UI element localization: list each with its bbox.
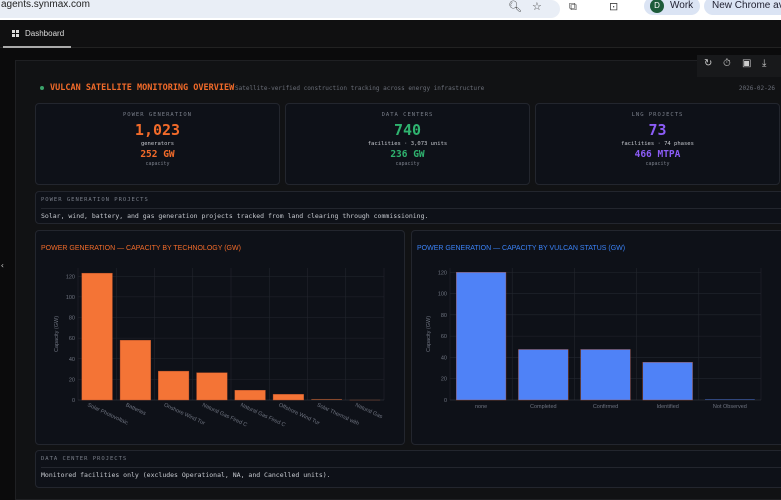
card-sub: facilities · 3,073 units <box>367 141 448 147</box>
section-power-generation: POWER GENERATION PROJECTS Solar, wind, b… <box>35 191 781 224</box>
profile-label: Work <box>670 0 694 11</box>
browser-toolbar: agents.synmax.com 🔍︎ ☆ ⧉ ⊡ D Work New Chr… <box>0 0 781 20</box>
section-description: Solar, wind, battery, and gas generation… <box>41 212 429 220</box>
chart-svg: 0 20 40 60 80 100 120 Capacity (GW) Solar Photov… <box>54 268 385 428</box>
profile-button[interactable]: D Work <box>644 0 700 15</box>
card-label: POWER GENERATION <box>123 112 192 118</box>
image-icon[interactable]: ▣ <box>742 58 752 69</box>
card-value: 1,023 <box>134 121 181 139</box>
section-data-centers: DATA CENTER PROJECTS Monitored facilitie… <box>35 450 781 488</box>
avatar: D <box>650 0 664 13</box>
lens-icon[interactable]: ⊡ <box>609 0 619 13</box>
card-capacity: 466 MTPA <box>634 149 681 160</box>
chart-title: POWER GENERATION — CAPACITY BY VULCAN ST… <box>417 245 626 252</box>
status-dot <box>40 86 44 90</box>
bar <box>311 398 342 400</box>
chart-capacity-by-technology: POWER GENERATION — CAPACITY BY TECHNOLOG… <box>35 230 405 445</box>
y-tick-label: 0 <box>444 398 447 404</box>
card-capacity-label: capacity <box>395 161 420 167</box>
x-tick-label: Batteries <box>125 402 147 417</box>
card-lng-projects: LNG PROJECTS 73 facilities · 74 phases 4… <box>535 103 780 185</box>
tab-label: Dashboard <box>25 29 65 38</box>
section-description: Monitored facilities only (excludes Oper… <box>41 471 331 479</box>
y-tick-label: 40 <box>69 357 75 363</box>
collapse-handle-icon[interactable]: ‹ <box>0 261 5 270</box>
y-tick-label: 40 <box>441 355 447 361</box>
star-icon[interactable]: ☆ <box>532 0 542 13</box>
x-tick-label: Natural Gas <box>354 402 383 420</box>
x-tick-label: Not Observed <box>713 404 747 410</box>
y-tick-label: 100 <box>438 292 447 298</box>
y-tick-label: 100 <box>66 295 75 301</box>
card-capacity: 252 GW <box>140 149 175 160</box>
y-tick-label: 20 <box>69 377 75 383</box>
bar <box>234 390 266 401</box>
card-sub: generators <box>140 141 175 147</box>
y-axis-label: Capacity (GW) <box>54 316 60 352</box>
bar <box>580 349 631 401</box>
y-tick-label: 0 <box>72 398 75 404</box>
card-capacity: 236 GW <box>390 149 425 160</box>
x-tick-label: none <box>475 404 487 410</box>
timer-icon[interactable]: ⏱ <box>723 58 731 69</box>
x-tick-label: Identified <box>657 404 679 410</box>
report-date: 2026-02-26 <box>738 85 775 92</box>
bar <box>81 272 113 401</box>
card-sub: facilities · 74 phases <box>621 141 694 147</box>
y-tick-label: 80 <box>69 316 75 322</box>
x-tick-label: Onshore Wind Tur <box>163 402 206 426</box>
x-tick-label: Confirmed <box>593 404 618 410</box>
card-capacity-label: capacity <box>145 161 170 167</box>
card-value: 73 <box>648 121 667 139</box>
y-tick-label: 60 <box>441 334 447 340</box>
y-tick-label: 120 <box>438 270 447 276</box>
card-power-generation: POWER GENERATION 1,023 generators 252 GW… <box>35 103 280 185</box>
x-tick-label: Solar Photovoltaic <box>86 402 129 426</box>
y-tick-label: 60 <box>69 336 75 342</box>
bar <box>705 399 755 400</box>
chart-svg: 0 20 40 60 80 100 120 Capacity (GW) none Complete… <box>426 268 762 410</box>
card-label: LNG PROJECTS <box>631 112 684 118</box>
y-axis-label: Capacity (GW) <box>426 316 432 352</box>
bar <box>119 339 151 401</box>
bar <box>196 372 228 401</box>
y-tick-label: 20 <box>441 377 447 383</box>
page-title: VULCAN SATELLITE MONITORING OVERVIEW <box>50 83 235 93</box>
bar <box>349 399 381 401</box>
y-tick-label: 120 <box>66 274 75 280</box>
card-value: 740 <box>393 121 422 139</box>
bar <box>272 394 304 401</box>
section-title: DATA CENTER PROJECTS <box>41 456 128 462</box>
chart-title: POWER GENERATION — CAPACITY BY TECHNOLOG… <box>41 245 241 252</box>
new-chrome-button[interactable]: New Chrome avai <box>704 0 781 15</box>
extensions-icon[interactable]: ⧉ <box>569 0 577 13</box>
x-tick-label: Solar Thermal with <box>316 402 360 427</box>
overview-header: VULCAN SATELLITE MONITORING OVERVIEW Sat… <box>40 83 781 94</box>
card-label: DATA CENTERS <box>381 112 434 118</box>
download-icon[interactable]: ⤓ <box>762 58 767 69</box>
card-capacity-label: capacity <box>645 161 670 167</box>
zoom-icon[interactable]: 🔍︎ <box>508 0 522 13</box>
chart-capacity-by-status: POWER GENERATION — CAPACITY BY VULCAN ST… <box>411 230 781 445</box>
bar <box>642 362 693 401</box>
address-bar[interactable]: agents.synmax.com <box>0 0 560 18</box>
y-tick-label: 80 <box>441 313 447 319</box>
tab-bar: Dashboard <box>0 20 781 48</box>
page-subtitle: Satellite-verified construction tracking… <box>235 85 485 92</box>
refresh-icon[interactable]: ↻ <box>704 58 713 69</box>
dashboard-icon <box>12 30 19 37</box>
bar <box>158 370 190 401</box>
toolbar: ↻ ⏱ ▣ ⤓ <box>697 55 781 77</box>
card-data-centers: DATA CENTERS 740 facilities · 3,073 unit… <box>285 103 530 185</box>
section-title: POWER GENERATION PROJECTS <box>41 197 149 203</box>
bar <box>518 349 569 401</box>
bar <box>456 272 507 401</box>
x-tick-label: Completed <box>530 404 557 410</box>
tab-dashboard[interactable]: Dashboard <box>3 20 71 48</box>
